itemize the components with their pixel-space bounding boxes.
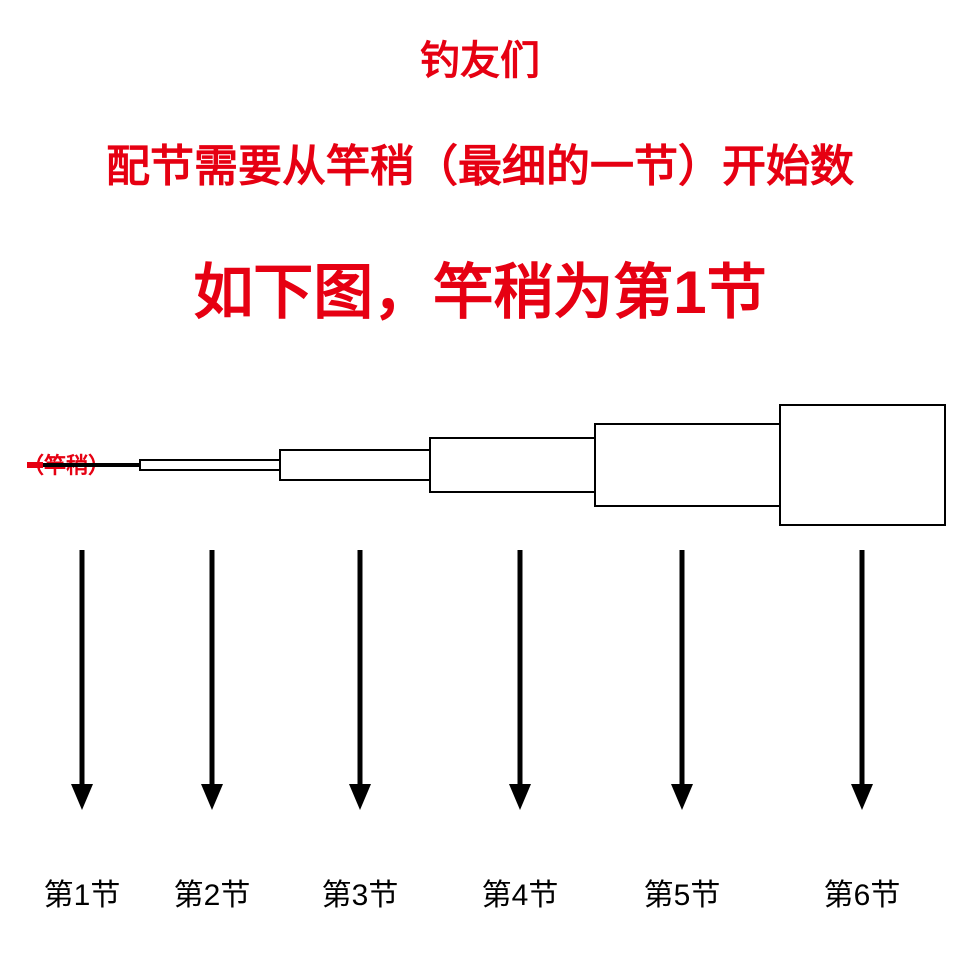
section-label: 第2节 [174, 870, 251, 914]
section-label: 第1节 [44, 870, 121, 914]
heading-line-1: 钓友们 [0, 28, 960, 86]
section-label: 第4节 [482, 870, 559, 914]
section-labels-row: 第1节 第2节 第3节 第4节 第5节 第6节 [0, 870, 960, 930]
section-label: 第6节 [824, 870, 901, 914]
section-label: 第3节 [322, 870, 399, 914]
heading-line-3: 如下图，竿稍为第1节 [0, 244, 960, 331]
section-label: 第5节 [644, 870, 721, 914]
heading-line-2: 配节需要从竿稍（最细的一节）开始数 [0, 130, 960, 194]
arrows-diagram [0, 550, 960, 850]
